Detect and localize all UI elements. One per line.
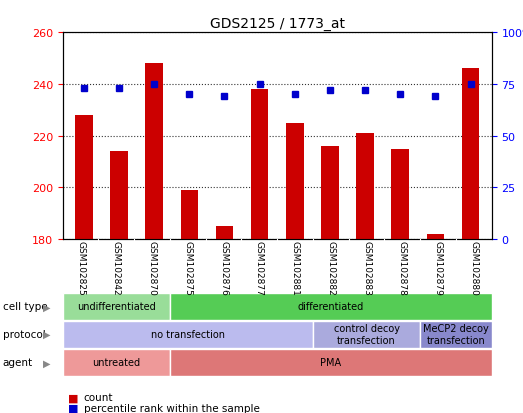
Text: PMA: PMA (320, 357, 342, 368)
Text: ▶: ▶ (43, 329, 50, 339)
Text: percentile rank within the sample: percentile rank within the sample (84, 403, 259, 413)
Text: differentiated: differentiated (298, 301, 364, 312)
Bar (251, 90, 268, 240)
Bar (427, 234, 444, 240)
Text: no transfection: no transfection (151, 329, 225, 339)
Text: protocol: protocol (3, 329, 46, 339)
Bar (75, 116, 93, 240)
Text: GSM102882: GSM102882 (326, 240, 335, 295)
Bar (215, 227, 233, 240)
Bar (313, 321, 420, 348)
Text: ■: ■ (68, 403, 78, 413)
Text: ▶: ▶ (43, 301, 50, 312)
Text: cell type: cell type (3, 301, 47, 312)
Text: GSM102842: GSM102842 (112, 240, 121, 295)
Bar (420, 321, 492, 348)
Bar (63, 349, 170, 376)
Text: GSM102870: GSM102870 (147, 240, 156, 295)
Text: ■: ■ (68, 392, 78, 402)
Bar (462, 69, 479, 240)
Bar (286, 123, 303, 240)
Bar (356, 134, 374, 240)
Text: MeCP2 decoy
transfection: MeCP2 decoy transfection (423, 323, 489, 345)
Bar (170, 293, 492, 320)
Text: agent: agent (3, 357, 33, 368)
Bar (180, 190, 198, 240)
Text: undifferentiated: undifferentiated (77, 301, 156, 312)
Text: count: count (84, 392, 113, 402)
Bar (321, 147, 339, 240)
Text: GSM102879: GSM102879 (434, 240, 442, 295)
Text: GSM102825: GSM102825 (76, 240, 85, 295)
Text: GSM102880: GSM102880 (469, 240, 478, 295)
Text: GSM102877: GSM102877 (255, 240, 264, 295)
Bar (63, 293, 170, 320)
Text: control decoy
transfection: control decoy transfection (334, 323, 400, 345)
Text: GSM102883: GSM102883 (362, 240, 371, 295)
Bar (63, 321, 313, 348)
Text: GSM102875: GSM102875 (184, 240, 192, 295)
Text: GSM102878: GSM102878 (398, 240, 407, 295)
Text: ▶: ▶ (43, 357, 50, 368)
Title: GDS2125 / 1773_at: GDS2125 / 1773_at (210, 17, 345, 31)
Bar (391, 149, 409, 240)
Bar (110, 152, 128, 240)
Bar (170, 349, 492, 376)
Text: GSM102881: GSM102881 (291, 240, 300, 295)
Bar (145, 64, 163, 240)
Text: untreated: untreated (92, 357, 141, 368)
Text: GSM102876: GSM102876 (219, 240, 228, 295)
